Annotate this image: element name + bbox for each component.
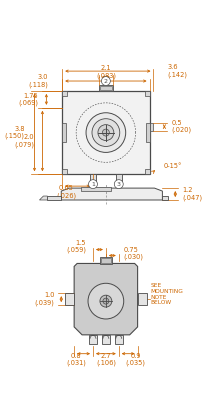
Circle shape	[92, 119, 120, 146]
Polygon shape	[61, 188, 162, 200]
Text: 3.6
(.142): 3.6 (.142)	[167, 64, 187, 78]
Text: 1.75
(.069): 1.75 (.069)	[19, 93, 38, 106]
Bar	[146, 123, 150, 142]
Text: 0.65
(.026): 0.65 (.026)	[56, 185, 76, 199]
Text: 2: 2	[104, 78, 108, 84]
Bar	[115, 335, 123, 344]
Bar	[81, 187, 111, 191]
Text: 2.0
(.079): 2.0 (.079)	[15, 134, 35, 148]
Bar	[150, 123, 154, 130]
Text: 0.9
(.035): 0.9 (.035)	[126, 353, 146, 366]
Polygon shape	[40, 196, 47, 200]
Text: 0.75
(.030): 0.75 (.030)	[124, 247, 144, 260]
Bar	[65, 293, 74, 305]
Bar	[102, 335, 110, 344]
Bar	[89, 335, 97, 344]
Text: 0.8
(.031): 0.8 (.031)	[66, 353, 86, 366]
Bar	[138, 293, 146, 305]
Bar	[62, 91, 150, 174]
Text: 1.0
(.039): 1.0 (.039)	[35, 292, 54, 306]
Bar	[100, 256, 112, 264]
Polygon shape	[74, 264, 138, 335]
Circle shape	[114, 180, 123, 188]
Text: SEE
MOUNTING
NOTE
BELOW: SEE MOUNTING NOTE BELOW	[151, 283, 183, 305]
Text: 3.8
(.150): 3.8 (.150)	[5, 126, 25, 139]
Circle shape	[100, 295, 112, 307]
Text: 3: 3	[117, 182, 121, 187]
Text: 0-15°: 0-15°	[163, 163, 182, 169]
Text: 2.7
(.106): 2.7 (.106)	[96, 353, 116, 366]
Circle shape	[88, 283, 124, 319]
Text: 1.2
(.047): 1.2 (.047)	[182, 187, 202, 201]
Text: 0.5
(.020): 0.5 (.020)	[171, 120, 191, 133]
Circle shape	[98, 125, 114, 140]
Circle shape	[102, 76, 110, 86]
Bar	[99, 85, 113, 91]
Bar	[62, 123, 66, 142]
Bar	[90, 174, 96, 181]
Text: 1: 1	[91, 182, 95, 187]
Circle shape	[86, 113, 126, 152]
Bar	[162, 196, 168, 200]
Circle shape	[103, 298, 109, 304]
Bar	[145, 169, 150, 174]
Circle shape	[89, 180, 98, 188]
Bar	[62, 169, 67, 174]
Bar	[101, 258, 111, 264]
Bar	[116, 174, 122, 181]
Text: 2.1
(.083): 2.1 (.083)	[96, 65, 116, 79]
Text: 1.5
(.059): 1.5 (.059)	[66, 240, 86, 253]
Bar	[62, 91, 67, 96]
Circle shape	[102, 129, 109, 136]
Text: 3.0
(.118): 3.0 (.118)	[28, 74, 48, 88]
Bar	[47, 196, 61, 200]
Bar	[145, 91, 150, 96]
Bar	[100, 86, 112, 90]
